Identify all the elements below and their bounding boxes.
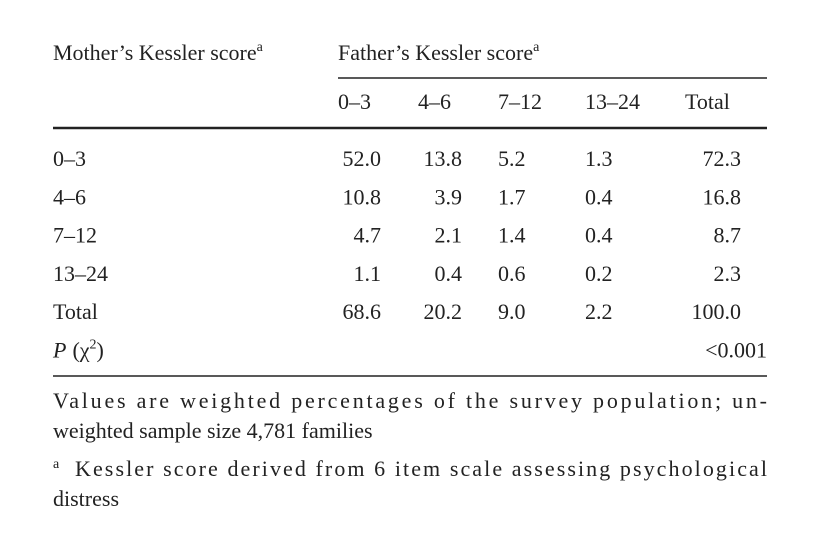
column-group: Father’s Kessler scorea [338,40,540,65]
cell: 4.7 [354,223,382,248]
cell: 100.0 [692,299,742,324]
p-open: (χ [72,338,89,363]
row-label: 4–6 [53,184,86,209]
note-marker: a [53,457,60,472]
cell: 0.2 [585,261,613,286]
cell: 16.8 [703,184,742,209]
cell: 0.4 [585,184,613,209]
cell: 1.1 [354,261,382,286]
cell: 10.8 [343,184,382,209]
cell: 68.6 [343,299,382,324]
row-label: Total [53,299,98,324]
cell: 9.0 [498,299,526,324]
row-label: 7–12 [53,223,97,248]
cell: 3.9 [435,184,463,209]
cell: 5.2 [498,146,526,171]
p-value: <0.001 [705,338,767,363]
row-header: Mother’s Kessler scorea [53,40,264,65]
column-header: 4–6 [418,89,451,114]
cell: 0.4 [435,261,463,286]
column-header: 7–12 [498,89,542,114]
cell: 1.4 [498,223,526,248]
p-italic: P [52,338,66,363]
column-header: 13–24 [585,89,640,114]
cell: 2.1 [435,223,463,248]
cell: 72.3 [703,146,742,171]
column-header: 0–3 [338,89,371,114]
cell: 2.3 [714,261,742,286]
cell: 0.4 [585,223,613,248]
note-line: Values are weighted percentages of the s… [53,388,767,413]
row-header-text: Mother’s Kessler score [53,40,257,65]
cell: 0.6 [498,261,526,286]
row-label: 13–24 [53,261,108,286]
p-sup: 2 [90,338,97,353]
cell: 2.2 [585,299,613,324]
cell: 8.7 [714,223,742,248]
column-group-sup: a [533,40,540,55]
cell: 1.7 [498,184,526,209]
p-close: ) [97,338,104,363]
cell: 52.0 [343,146,382,171]
cell: 13.8 [424,146,463,171]
cell: 1.3 [585,146,613,171]
note-line: distress [53,486,119,511]
row-label: 0–3 [53,146,86,171]
note-line: weighted sample size 4,781 families [53,418,373,443]
cell: 20.2 [424,299,463,324]
p-label: P (χ2) [52,338,104,363]
column-group-text: Father’s Kessler score [338,40,533,65]
column-header: Total [685,89,730,114]
row-header-sup: a [257,40,264,55]
